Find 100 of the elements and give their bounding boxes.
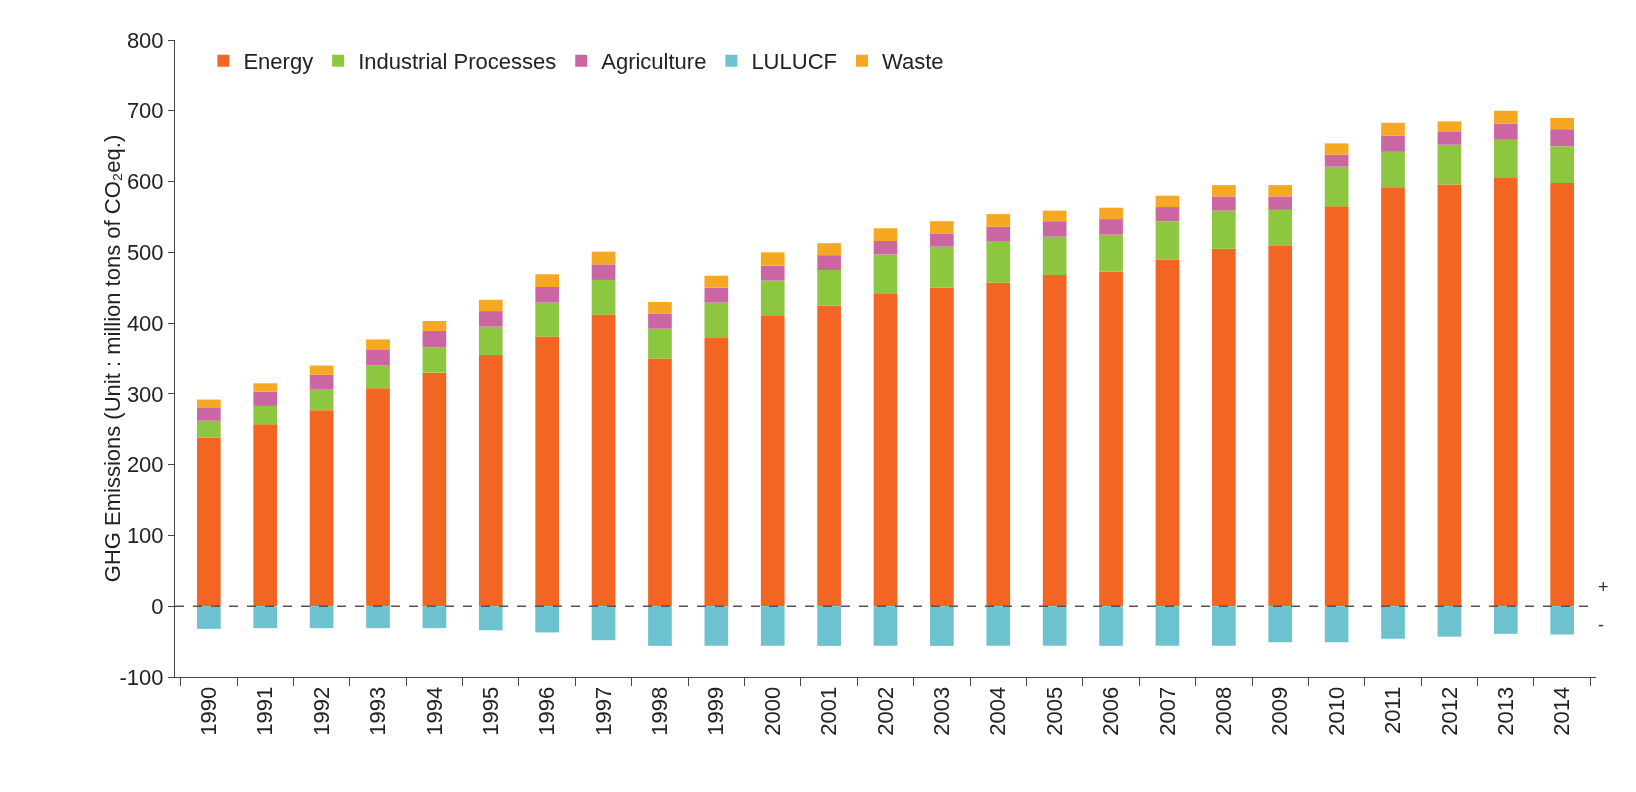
bar [478, 354, 503, 607]
bar [1381, 606, 1405, 639]
bar [591, 314, 616, 607]
y-tick-label: 200 [126, 452, 164, 478]
bar [930, 246, 954, 288]
bar [1324, 154, 1349, 167]
bar [253, 405, 278, 425]
bar [591, 606, 616, 641]
bar [1437, 132, 1462, 145]
bar [1268, 245, 1293, 607]
bar [1324, 143, 1349, 155]
x-tick-label: 2005 [1041, 686, 1067, 736]
bar [1381, 135, 1405, 152]
bar [817, 606, 841, 646]
bar [986, 241, 1011, 283]
bar [309, 606, 334, 629]
y-axis-title: GHG Emissions (Unit : million tons of CO₂eq.) [99, 134, 125, 583]
bar [591, 279, 616, 315]
bar [366, 365, 390, 389]
bar [535, 336, 560, 607]
bar [1211, 210, 1236, 249]
x-tick-label: 2007 [1154, 686, 1180, 736]
bar [986, 214, 1011, 227]
bar [1550, 117, 1575, 130]
bar [1268, 185, 1293, 197]
bar [1437, 606, 1462, 637]
bar [817, 255, 841, 271]
legend-label: Energy [243, 49, 314, 75]
bar [704, 337, 729, 607]
bar [196, 399, 221, 408]
bar [366, 339, 390, 351]
bar [196, 420, 221, 438]
bar [366, 388, 390, 607]
x-tick-label: 1996 [534, 686, 560, 736]
legend-label: Industrial Processes [358, 49, 557, 75]
bar [873, 606, 898, 646]
bar [1099, 219, 1123, 235]
bar [930, 221, 954, 234]
bar [704, 275, 729, 288]
bar [648, 301, 672, 314]
bar [1493, 123, 1518, 140]
bar [1381, 187, 1405, 607]
y-tick-label: 600 [126, 169, 164, 195]
bar [1324, 166, 1349, 207]
y-tick-label: 300 [126, 381, 164, 407]
bar [704, 287, 729, 303]
bar [253, 383, 278, 392]
legend-label: Waste [881, 49, 944, 75]
x-tick-label: 2008 [1210, 686, 1236, 736]
bar [1155, 221, 1180, 260]
x-tick-label: 2012 [1436, 686, 1462, 736]
x-tick-label: 2010 [1323, 686, 1349, 736]
bar [930, 233, 954, 247]
bar [986, 606, 1011, 646]
bar [1099, 234, 1123, 272]
x-tick-label: 2006 [1098, 686, 1124, 736]
bar [1550, 606, 1575, 635]
bar [1381, 151, 1405, 188]
bar [478, 326, 503, 355]
bar [1211, 606, 1236, 646]
bar [1211, 248, 1236, 607]
bar [1381, 122, 1405, 136]
bar [704, 606, 729, 646]
bar [760, 252, 785, 266]
bar [648, 313, 672, 329]
bar [817, 305, 841, 607]
bar [253, 606, 278, 629]
x-tick-label: 1999 [703, 686, 729, 736]
bar [986, 282, 1011, 607]
text: + [1598, 577, 1609, 597]
bar [1042, 221, 1067, 237]
y-tick-label: 100 [126, 523, 164, 549]
bar [422, 372, 447, 607]
bar [422, 330, 447, 348]
bar [1437, 144, 1462, 185]
x-tick-label: 1995 [477, 686, 503, 736]
bar [1324, 206, 1349, 607]
bar [1099, 271, 1123, 607]
bar [478, 299, 503, 312]
legend-label: LULUCF [751, 49, 837, 75]
bar [591, 264, 616, 280]
bar [873, 254, 898, 295]
x-tick-label: 2009 [1267, 686, 1293, 736]
bar [309, 410, 334, 607]
bar [1437, 184, 1462, 607]
bar [1155, 207, 1180, 222]
y-tick-label: 800 [126, 27, 164, 53]
y-tick-label: 400 [126, 310, 164, 336]
bar [422, 347, 447, 373]
bar [422, 320, 447, 331]
bar [1437, 121, 1462, 133]
bar [704, 302, 729, 338]
bar [591, 251, 616, 265]
x-tick-label: 1992 [308, 686, 334, 736]
bar [1493, 139, 1518, 178]
x-tick-label: 2001 [816, 686, 842, 736]
bar [930, 287, 954, 607]
bar [1550, 182, 1575, 607]
bar [1042, 274, 1067, 607]
bar [760, 265, 785, 281]
